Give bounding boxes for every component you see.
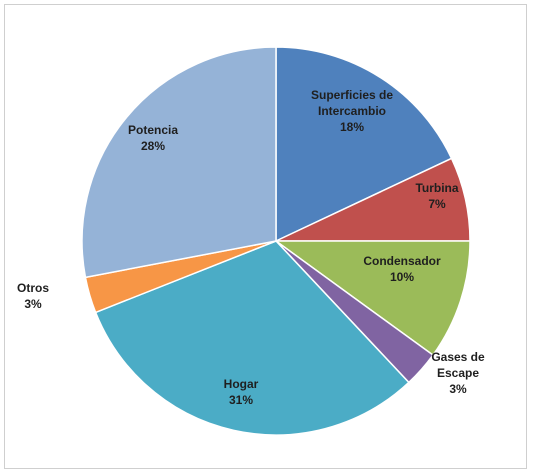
data-label-otros: Otros 3% [17,281,49,311]
data-label-potencia: Potencia 28% [128,123,178,153]
data-label-condensador: Condensador 10% [363,254,441,284]
pie-slice-hogar [94,240,410,436]
data-label-gases-de-escape: Gases de Escape 3% [431,350,485,396]
data-label-turbina: Turbina 7% [415,181,458,211]
data-label-hogar: Hogar 31% [224,377,259,407]
pie-slice-potencia [81,46,277,279]
pie-slice-superficies-de-intercambio [275,46,453,243]
data-label-superficies-de-intercambio: Superficies de Intercambio 18% [311,88,393,134]
pie-slice-condensador [273,240,471,357]
